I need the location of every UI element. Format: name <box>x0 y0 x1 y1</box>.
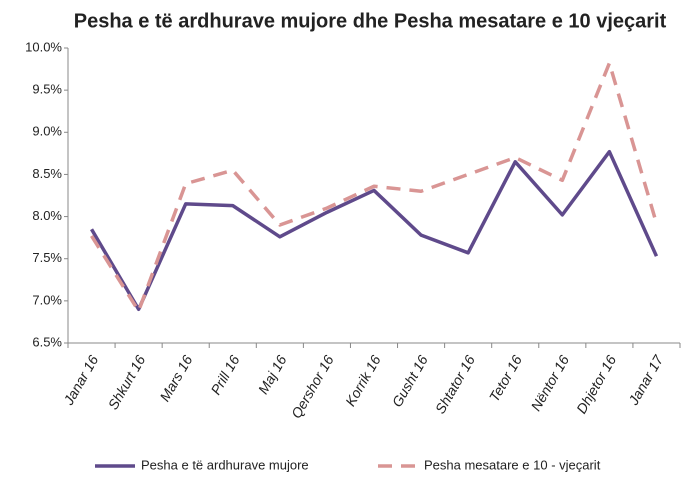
legend-label: Pesha e të ardhurave mujore <box>141 457 309 472</box>
y-tick-label: 7.0% <box>32 292 62 307</box>
legend-label: Pesha mesatare e 10 - vjeçarit <box>424 457 601 472</box>
x-tick-label: Janar 17 <box>625 351 667 408</box>
series-line <box>90 149 659 312</box>
y-tick-label: 10.0% <box>25 39 62 54</box>
x-tick-label: Maj 16 <box>255 352 290 397</box>
y-tick-label: 8.0% <box>32 208 62 223</box>
x-tick-label: Prill 16 <box>207 352 242 397</box>
y-tick-label: 9.5% <box>32 82 62 97</box>
series-line <box>90 61 659 313</box>
y-tick-label: 8.5% <box>32 166 62 181</box>
y-tick-label: 6.5% <box>32 334 62 349</box>
x-tick-label: Dhjetor 16 <box>573 352 619 416</box>
x-tick-label: Gusht 16 <box>389 352 431 409</box>
x-tick-label: Shkurt 16 <box>105 352 149 412</box>
x-tick-label: Korrik 16 <box>342 352 384 409</box>
y-tick-label: 9.0% <box>32 124 62 139</box>
x-tick-label: Shtator 16 <box>432 352 478 416</box>
x-tick-label: Janar 16 <box>60 352 102 408</box>
x-tick-label: Nëntor 16 <box>528 352 573 413</box>
x-tick-label: Qershor 16 <box>288 352 337 421</box>
x-tick-label: Tetor 16 <box>486 352 525 404</box>
x-tick-label: Mars 16 <box>156 352 195 404</box>
y-tick-label: 7.5% <box>32 250 62 265</box>
chart-title: Pesha e të ardhurave mujore dhe Pesha me… <box>74 10 667 32</box>
